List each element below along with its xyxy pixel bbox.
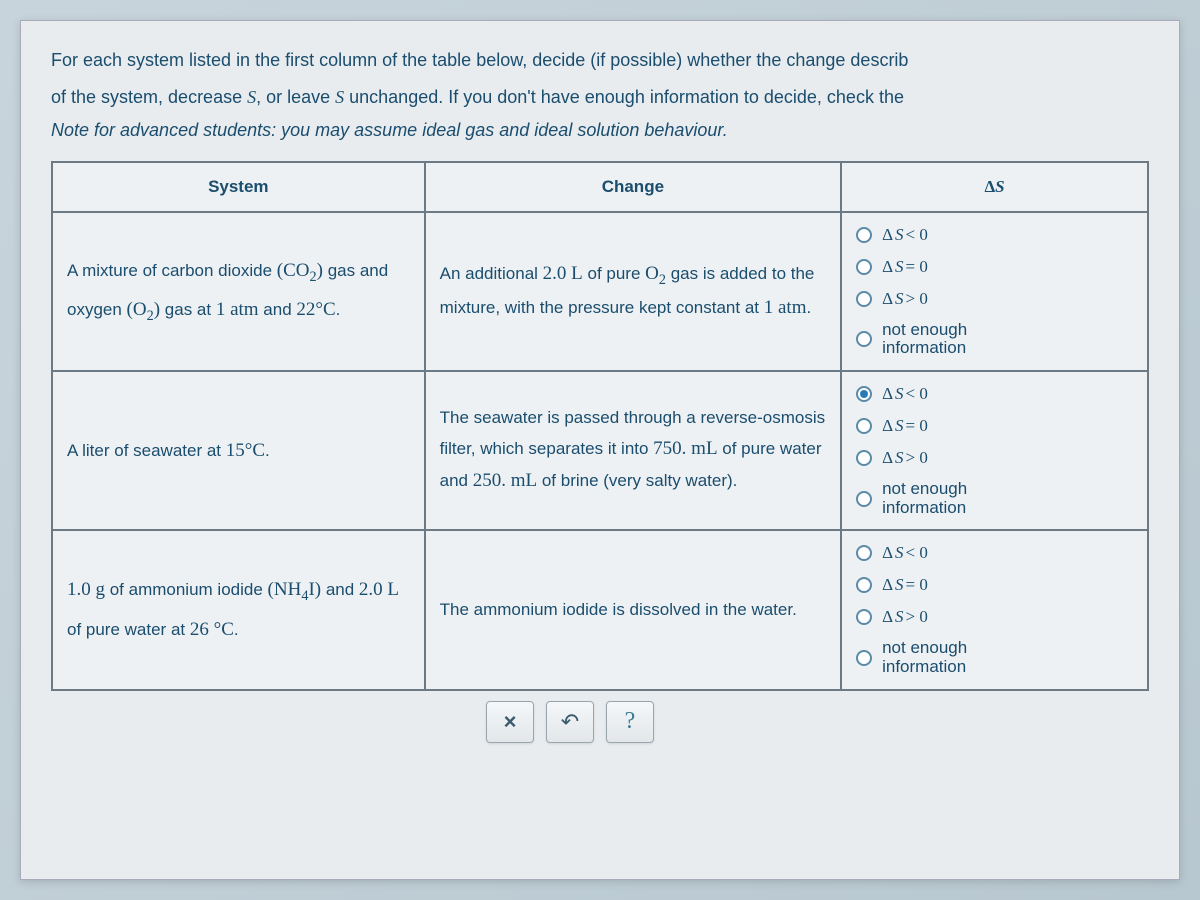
radio-icon: [856, 650, 872, 666]
radio-icon: [856, 331, 872, 347]
radio-icon: [856, 418, 872, 434]
close-icon: ×: [504, 709, 517, 735]
radio-icon: [856, 577, 872, 593]
table-row: A liter of seawater at 15°C.The seawater…: [52, 371, 1148, 530]
system-cell: A mixture of carbon dioxide (CO2) gas an…: [52, 212, 425, 371]
change-cell: The ammonium iodide is dissolved in the …: [425, 530, 841, 689]
radio-icon: [856, 450, 872, 466]
options-cell: ΔS < 0 ΔS = 0 ΔS > 0 not enoughinformation: [841, 530, 1148, 689]
option-label: ΔS = 0: [882, 575, 928, 595]
option-gt[interactable]: ΔS > 0: [856, 289, 1133, 309]
option-eq[interactable]: ΔS = 0: [856, 257, 1133, 277]
option-na[interactable]: not enoughinformation: [856, 639, 1133, 676]
question-page: For each system listed in the first colu…: [20, 20, 1180, 880]
option-label: ΔS > 0: [882, 289, 928, 309]
help-button[interactable]: ?: [606, 701, 654, 743]
intro-line-2: of the system, decrease S, or leave S un…: [51, 83, 1149, 112]
radio-icon: [856, 491, 872, 507]
option-label: ΔS < 0: [882, 543, 928, 563]
option-label: not enoughinformation: [882, 480, 967, 517]
change-cell: An additional 2.0 L of pure O2 gas is ad…: [425, 212, 841, 371]
option-gt[interactable]: ΔS > 0: [856, 448, 1133, 468]
option-na[interactable]: not enoughinformation: [856, 321, 1133, 358]
option-label: ΔS > 0: [882, 448, 928, 468]
change-cell: The seawater is passed through a reverse…: [425, 371, 841, 530]
option-label: not enoughinformation: [882, 639, 967, 676]
option-lt[interactable]: ΔS < 0: [856, 384, 1133, 404]
entropy-table: System Change ΔS A mixture of carbon dio…: [51, 161, 1149, 691]
option-label: not enoughinformation: [882, 321, 967, 358]
options-cell: ΔS < 0 ΔS = 0 ΔS > 0 not enoughinformation: [841, 371, 1148, 530]
option-label: ΔS = 0: [882, 257, 928, 277]
note: Note for advanced students: you may assu…: [51, 120, 1149, 141]
close-button[interactable]: ×: [486, 701, 534, 743]
intro-line-1: For each system listed in the first colu…: [51, 46, 1149, 75]
radio-icon: [856, 386, 872, 402]
option-na[interactable]: not enoughinformation: [856, 480, 1133, 517]
header-delta: ΔS: [841, 162, 1148, 212]
option-label: ΔS > 0: [882, 607, 928, 627]
table-row: 1.0 g of ammonium iodide (NH4I) and 2.0 …: [52, 530, 1148, 689]
reset-icon: ↶: [561, 709, 579, 735]
system-cell: 1.0 g of ammonium iodide (NH4I) and 2.0 …: [52, 530, 425, 689]
option-eq[interactable]: ΔS = 0: [856, 416, 1133, 436]
button-bar: × ↶ ?: [51, 701, 1149, 743]
option-eq[interactable]: ΔS = 0: [856, 575, 1133, 595]
system-cell: A liter of seawater at 15°C.: [52, 371, 425, 530]
table-row: A mixture of carbon dioxide (CO2) gas an…: [52, 212, 1148, 371]
option-label: ΔS = 0: [882, 416, 928, 436]
radio-icon: [856, 259, 872, 275]
option-label: ΔS < 0: [882, 384, 928, 404]
option-lt[interactable]: ΔS < 0: [856, 225, 1133, 245]
radio-icon: [856, 609, 872, 625]
radio-icon: [856, 545, 872, 561]
header-system: System: [52, 162, 425, 212]
help-icon: ?: [625, 708, 636, 735]
reset-button[interactable]: ↶: [546, 701, 594, 743]
option-lt[interactable]: ΔS < 0: [856, 543, 1133, 563]
option-label: ΔS < 0: [882, 225, 928, 245]
option-gt[interactable]: ΔS > 0: [856, 607, 1133, 627]
header-change: Change: [425, 162, 841, 212]
options-cell: ΔS < 0 ΔS = 0 ΔS > 0 not enoughinformation: [841, 212, 1148, 371]
radio-icon: [856, 291, 872, 307]
radio-icon: [856, 227, 872, 243]
